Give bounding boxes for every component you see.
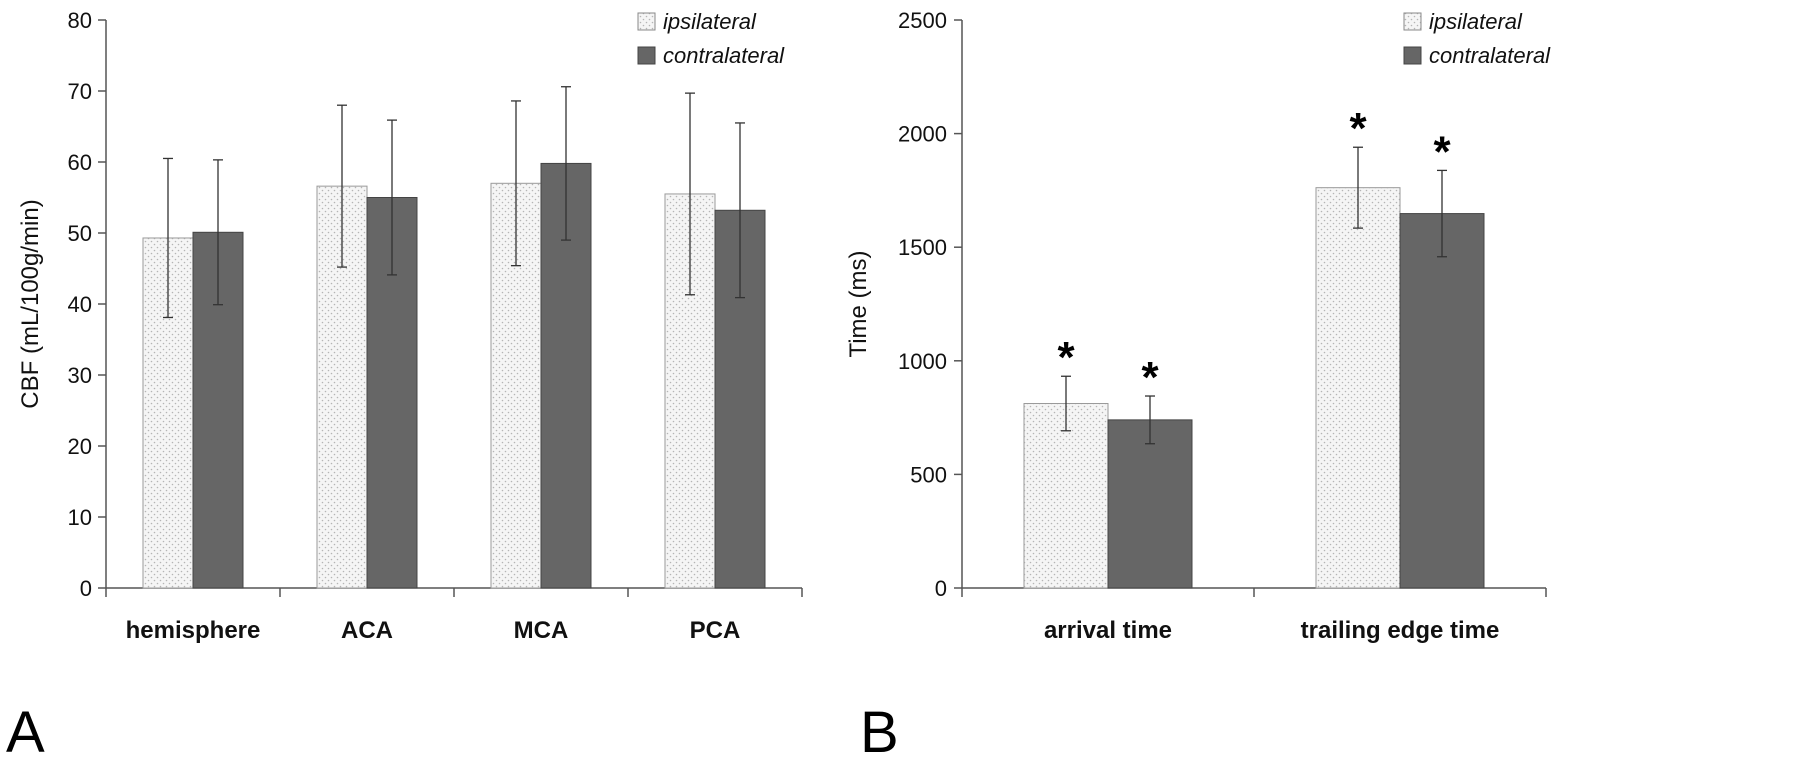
x-category-label: trailing edge time [1301,617,1500,644]
legend: ipsilateral contralateral [637,9,785,68]
bar-contralateral-arrival-time [1107,419,1193,589]
bar-ipsilateral-arrival-time [1023,403,1109,589]
legend-label-contralateral: contralateral [663,43,785,68]
x-category-label: MCA [514,617,569,644]
significance-mark: * [1141,353,1159,402]
y-tick-label: 500 [910,462,947,487]
x-category-label: arrival time [1044,617,1172,644]
y-axis-title: Time (ms) [845,250,872,357]
x-category-label: ACA [341,617,393,644]
y-tick-label: 40 [68,292,92,317]
panel-b: 0 500 1000 1500 2000 2500 Time (ms) arrival tim… [845,8,1551,759]
legend-label-ipsilateral: ipsilateral [663,9,757,34]
y-tick-label: 20 [68,434,92,459]
y-tick-label: 50 [68,221,92,246]
legend-swatch-ipsilateral [1403,12,1422,31]
legend-label-contralateral: contralateral [1429,43,1551,68]
y-tick-label: 70 [68,79,92,104]
legend: ipsilateral contralateral [1403,9,1551,68]
y-tick-label: 1000 [898,349,947,374]
y-tick-label: 10 [68,505,92,530]
bar-contralateral-trailing-edge-time [1399,213,1485,589]
legend-swatch-contralateral [1403,46,1422,65]
legend-swatch-contralateral [637,46,656,65]
x-category-label: PCA [690,617,741,644]
panel-letter: A [6,700,45,759]
legend-label-ipsilateral: ipsilateral [1429,9,1523,34]
panel-a: 0 10 20 30 40 50 60 70 80 CBF (mL/100g/min) hemisp… [6,8,803,759]
significance-mark: * [1349,104,1367,153]
x-category-label: hemisphere [126,617,261,644]
y-tick-label: 0 [935,576,947,601]
significance-mark: * [1433,127,1451,176]
y-tick-label: 2500 [898,8,947,33]
y-tick-label: 0 [80,576,92,601]
y-tick-label: 80 [68,8,92,33]
y-tick-label: 60 [68,150,92,175]
significance-mark: * [1057,333,1075,382]
bar-ipsilateral-trailing-edge-time [1315,187,1401,589]
y-tick-label: 1500 [898,235,947,260]
legend-swatch-ipsilateral [637,12,656,31]
y-axis-title: CBF (mL/100g/min) [17,199,44,408]
y-tick-label: 30 [68,363,92,388]
y-tick-label: 2000 [898,122,947,147]
panel-letter: B [860,700,899,759]
